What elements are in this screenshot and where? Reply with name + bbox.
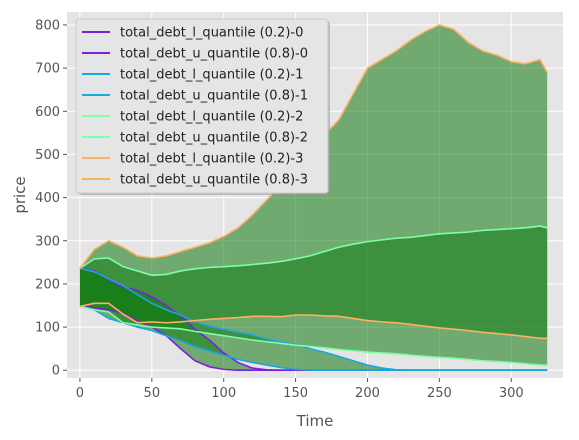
legend-label-2: total_debt_l_quantile (0.2)-1 — [120, 68, 303, 83]
x-axis-label: Time — [296, 412, 334, 430]
x-tick-label: 50 — [144, 386, 161, 401]
series-lines — [79, 24, 548, 372]
legend-label-0: total_debt_l_quantile (0.2)-0 — [120, 26, 303, 41]
y-tick-label: 400 — [35, 191, 60, 206]
legend-label-5: total_debt_u_quantile (0.8)-2 — [120, 131, 308, 146]
y-axis-ticks: 0 100 200 300 400 500 600 700 800 — [35, 18, 67, 379]
series-line-5 — [79, 225, 548, 277]
x-tick-label: 100 — [211, 386, 236, 401]
y-tick-label: 700 — [35, 62, 60, 77]
y-tick-label: 600 — [35, 105, 60, 120]
x-tick-label: 0 — [76, 386, 84, 401]
series-line-6 — [79, 302, 548, 340]
series-line-3 — [79, 267, 548, 372]
quantile-band-1 — [79, 268, 548, 371]
legend-label-7: total_debt_u_quantile (0.8)-3 — [120, 173, 308, 188]
x-tick-label: 300 — [499, 386, 524, 401]
y-tick-label: 500 — [35, 148, 60, 163]
x-tick-label: 250 — [427, 386, 452, 401]
x-axis-ticks: 0 50 100 150 200 250 300 — [76, 378, 524, 401]
legend-label-4: total_debt_l_quantile (0.2)-2 — [120, 110, 303, 125]
y-tick-label: 200 — [35, 277, 60, 292]
x-tick-label: 150 — [283, 386, 308, 401]
y-axis-label: price — [11, 176, 29, 213]
y-tick-label: 0 — [52, 364, 60, 379]
series-line-4 — [79, 305, 548, 366]
legend-label-1: total_debt_u_quantile (0.8)-0 — [120, 47, 308, 62]
legend: total_debt_l_quantile (0.2)-0 total_debt_… — [75, 18, 330, 195]
x-tick-label: 200 — [355, 386, 380, 401]
legend-box — [75, 18, 329, 194]
y-tick-label: 300 — [35, 234, 60, 249]
y-tick-label: 100 — [35, 321, 60, 336]
legend-label-3: total_debt_u_quantile (0.8)-1 — [120, 89, 308, 104]
legend-label-6: total_debt_l_quantile (0.2)-3 — [120, 152, 303, 167]
y-tick-label: 800 — [35, 18, 60, 33]
